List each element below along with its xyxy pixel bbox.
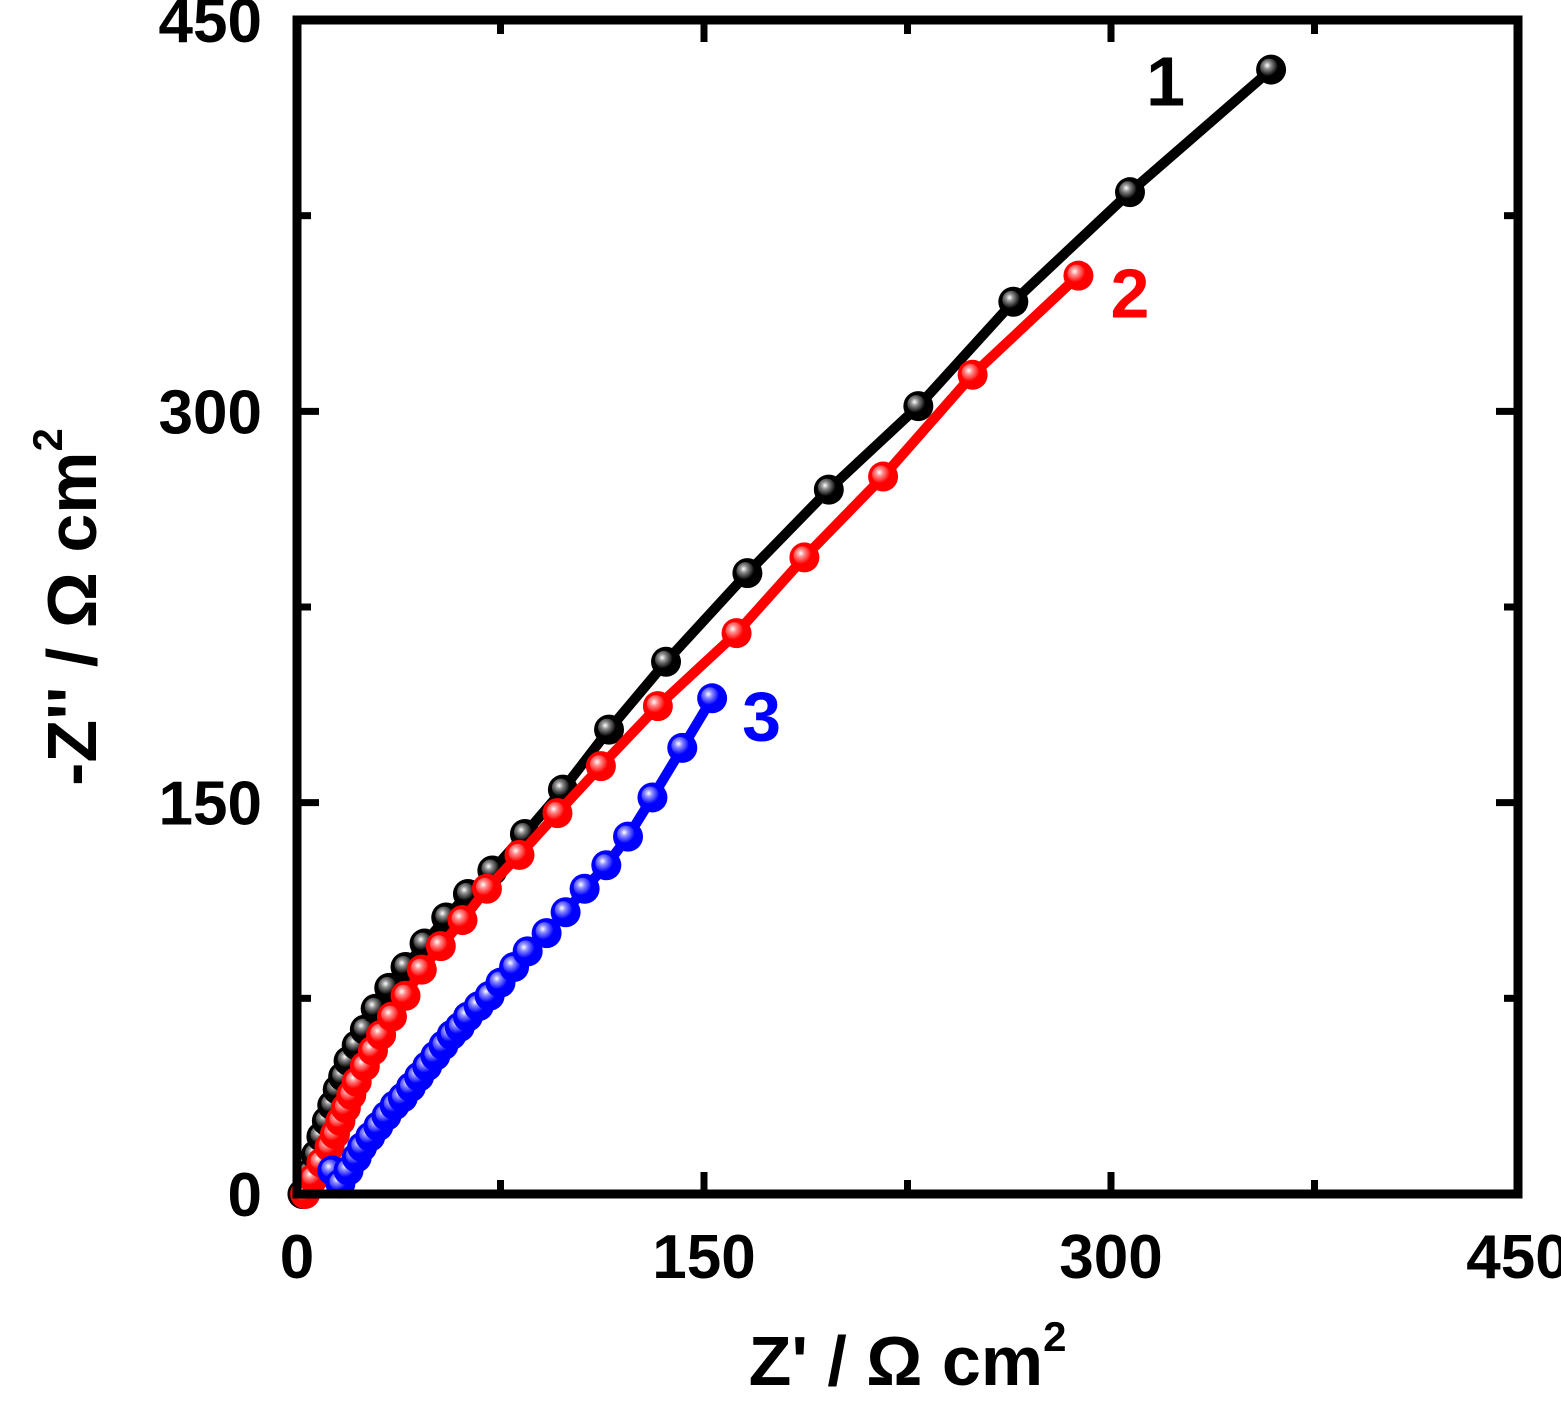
marker-highlight — [535, 922, 554, 941]
series-3 — [317, 683, 728, 1199]
x-tick-label: 0 — [280, 1223, 314, 1292]
data-point — [667, 732, 698, 763]
y-tick-label: 450 — [159, 0, 262, 56]
data-point — [789, 542, 820, 573]
marker-highlight — [1067, 264, 1086, 283]
data-point — [550, 897, 581, 928]
data-point — [637, 782, 668, 813]
marker-highlight — [394, 984, 413, 1003]
marker-highlight — [701, 687, 720, 706]
data-point — [613, 821, 644, 852]
plot-frame — [292, 15, 1523, 1199]
marker-highlight — [451, 909, 470, 928]
marker-highlight — [907, 395, 926, 414]
x-axis-title-sup: 2 — [1043, 1313, 1066, 1360]
data-point — [721, 618, 752, 649]
y-axis-title-group: -Z'' / Ω cm2 — [24, 428, 111, 786]
data-point — [390, 980, 421, 1011]
data-point — [1256, 54, 1287, 85]
series-layer — [287, 54, 1287, 1209]
data-point — [697, 683, 728, 714]
marker-highlight — [817, 478, 836, 497]
marker-highlight — [646, 695, 665, 714]
data-point — [447, 905, 478, 936]
data-point — [1063, 260, 1094, 291]
marker-highlight — [641, 786, 660, 805]
data-point — [504, 839, 535, 870]
marker-highlight — [1260, 58, 1279, 77]
marker-highlight — [589, 755, 608, 774]
marker-highlight — [513, 822, 532, 841]
data-point — [512, 936, 543, 967]
x-tick-label: 300 — [1059, 1223, 1162, 1292]
marker-highlight — [1118, 181, 1137, 200]
marker-highlight — [481, 859, 500, 878]
data-point — [569, 873, 600, 904]
marker-highlight — [410, 958, 429, 977]
data-point — [903, 391, 934, 422]
marker-highlight — [380, 1005, 399, 1024]
marker-highlight — [961, 363, 980, 382]
data-point — [594, 714, 625, 745]
x-axis-title-text: Z' / Ω cm — [749, 1322, 1044, 1400]
marker-highlight — [617, 825, 636, 844]
data-point — [957, 359, 988, 390]
series-1-label: 1 — [1146, 43, 1185, 121]
y-axis-title-sup: 2 — [24, 428, 71, 451]
marker-highlight — [736, 562, 755, 581]
data-point — [998, 286, 1029, 317]
marker-highlight — [595, 854, 614, 873]
marker-highlight — [671, 736, 690, 755]
y-tick-label: 0 — [228, 1161, 262, 1230]
series-2 — [290, 260, 1094, 1209]
marker-highlight — [1002, 290, 1021, 309]
series-3-label: 3 — [742, 677, 781, 755]
marker-highlight — [456, 882, 475, 901]
x-tick-label: 450 — [1466, 1223, 1561, 1292]
data-point — [642, 691, 673, 722]
x-axis-title: Z' / Ω cm2 — [749, 1313, 1067, 1400]
marker-highlight — [475, 877, 494, 896]
data-point — [868, 461, 899, 492]
data-point — [471, 873, 502, 904]
y-axis-title-text: -Z'' / Ω cm — [33, 451, 111, 785]
marker-highlight — [573, 877, 592, 896]
marker-highlight — [546, 802, 565, 821]
marker-highlight — [655, 650, 674, 669]
y-tick-label: 150 — [159, 770, 262, 839]
data-point — [813, 474, 844, 505]
series-2-label: 2 — [1110, 255, 1149, 333]
marker-highlight — [793, 546, 812, 565]
marker-highlight — [429, 935, 448, 954]
marker-highlight — [725, 622, 744, 641]
x-tick-label: 150 — [652, 1223, 755, 1292]
marker-highlight — [508, 843, 527, 862]
y-tick-label: 300 — [159, 378, 262, 447]
marker-highlight — [872, 465, 891, 484]
data-point — [531, 918, 562, 949]
data-point — [732, 558, 763, 589]
marker-highlight — [554, 901, 573, 920]
marker-highlight — [516, 940, 535, 959]
data-point — [425, 931, 456, 962]
data-point — [406, 954, 437, 985]
data-point — [585, 751, 616, 782]
data-point — [542, 798, 573, 829]
data-point — [1114, 177, 1145, 208]
marker-highlight — [598, 718, 617, 737]
marker-highlight — [551, 778, 570, 797]
data-point — [651, 646, 682, 677]
y-axis-title: -Z'' / Ω cm2 — [24, 428, 111, 786]
data-point — [591, 850, 622, 881]
